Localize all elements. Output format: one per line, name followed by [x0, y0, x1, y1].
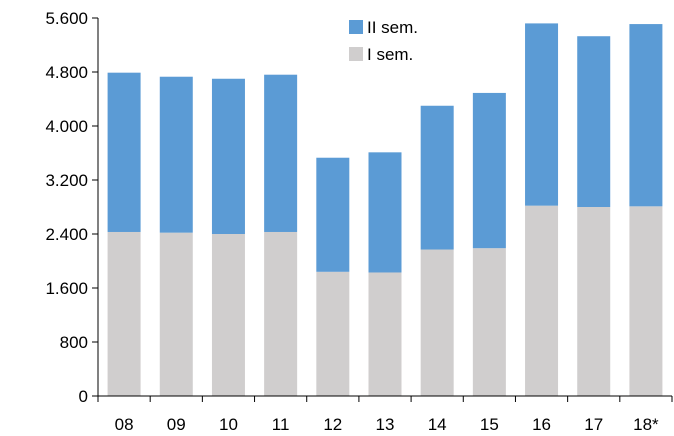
bar-first-sem-11 — [264, 231, 298, 396]
bar-first-sem-18 — [629, 206, 663, 396]
y-tick-label: 4.800 — [45, 63, 88, 82]
bar-second-sem-15 — [472, 92, 506, 249]
bar-second-sem-11 — [264, 74, 298, 232]
x-tick-label: 18* — [633, 415, 659, 434]
bar-second-sem-16 — [525, 23, 559, 206]
legend-swatch — [349, 20, 363, 34]
bar-second-sem-09 — [159, 76, 193, 233]
x-tick-label: 15 — [480, 415, 499, 434]
y-tick-label: 3.200 — [45, 171, 88, 190]
x-tick-label: 14 — [428, 415, 447, 434]
bar-second-sem-17 — [577, 36, 611, 207]
bar-second-sem-08 — [107, 72, 141, 232]
legend-label: I sem. — [367, 45, 413, 64]
y-tick-label: 0 — [79, 387, 88, 406]
bar-first-sem-16 — [525, 205, 559, 396]
legend-label: II sem. — [367, 18, 418, 37]
legend-swatch — [349, 47, 363, 61]
bar-second-sem-10 — [211, 78, 245, 234]
y-tick-label: 1.600 — [45, 279, 88, 298]
bar-second-sem-18 — [629, 24, 663, 207]
x-tick-label: 08 — [115, 415, 134, 434]
bar-first-sem-15 — [472, 248, 506, 396]
bar-first-sem-10 — [211, 234, 245, 396]
x-tick-label: 12 — [323, 415, 342, 434]
x-tick-label: 16 — [532, 415, 551, 434]
bar-first-sem-08 — [107, 231, 141, 396]
y-axis-ticks: 0 800 1.600 2.400 3.200 4.000 4.800 5.600 — [45, 9, 98, 406]
bar-second-sem-12 — [316, 157, 350, 272]
bar-first-sem-13 — [368, 272, 402, 396]
x-tick-label: 10 — [219, 415, 238, 434]
bar-second-sem-13 — [368, 152, 402, 273]
bar-second-sem-14 — [420, 105, 454, 250]
bar-first-sem-14 — [420, 249, 454, 396]
x-tick-label: 13 — [376, 415, 395, 434]
bar-first-sem-17 — [577, 207, 611, 396]
y-tick-label: 800 — [60, 333, 88, 352]
y-tick-label: 4.000 — [45, 117, 88, 136]
bar-first-sem-12 — [316, 271, 350, 396]
x-tick-label: 17 — [584, 415, 603, 434]
y-tick-label: 5.600 — [45, 9, 88, 28]
x-tick-label: 09 — [167, 415, 186, 434]
x-tick-label: 11 — [272, 415, 290, 434]
bar-first-sem-09 — [159, 232, 193, 396]
x-axis-ticks: 08 09 10 11 12 13 14 15 16 17 18* — [97, 396, 673, 434]
legend: II sem. I sem. — [349, 18, 418, 64]
y-tick-label: 2.400 — [45, 225, 88, 244]
bars-group — [107, 23, 663, 396]
